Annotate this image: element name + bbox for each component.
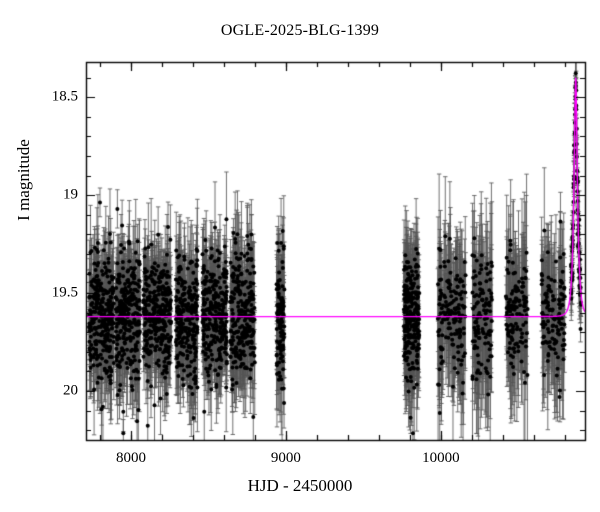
y-tick-label: 20 (63, 382, 78, 399)
y-tick-label: 19 (63, 186, 78, 203)
plot-area[interactable] (86, 62, 585, 440)
y-tick-label: 19.5 (51, 284, 78, 301)
x-tick-label: 10000 (422, 450, 460, 466)
x-tick-label: 9000 (270, 450, 301, 466)
x-tick-label: 8000 (115, 450, 146, 466)
y-tick-label: 18.5 (51, 88, 78, 105)
